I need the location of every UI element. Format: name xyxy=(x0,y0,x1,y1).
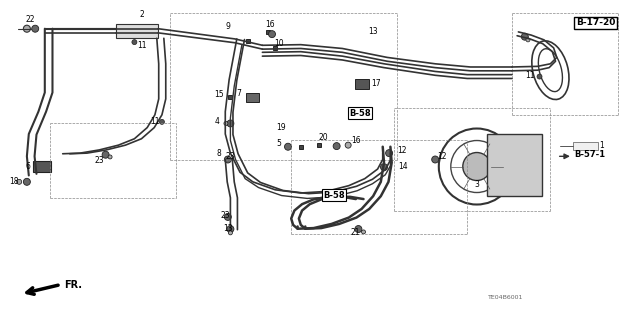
Text: 13: 13 xyxy=(223,224,232,233)
Bar xyxy=(299,145,303,149)
Circle shape xyxy=(108,155,112,159)
Text: 11: 11 xyxy=(150,117,160,126)
Bar xyxy=(317,143,321,147)
Text: 5: 5 xyxy=(276,139,282,148)
Circle shape xyxy=(24,25,30,32)
Text: TE04B6001: TE04B6001 xyxy=(488,295,524,300)
Bar xyxy=(355,79,369,89)
Text: 12: 12 xyxy=(437,152,447,161)
Circle shape xyxy=(269,31,275,38)
Circle shape xyxy=(537,74,542,79)
Text: FR.: FR. xyxy=(64,279,82,290)
Text: 23: 23 xyxy=(95,156,104,165)
Text: 17: 17 xyxy=(371,79,381,88)
Text: 8: 8 xyxy=(216,149,221,158)
Bar xyxy=(42,165,45,168)
Circle shape xyxy=(224,122,228,125)
Text: 14: 14 xyxy=(398,162,408,171)
Circle shape xyxy=(225,156,231,163)
Text: 4: 4 xyxy=(214,117,220,126)
Text: B-58: B-58 xyxy=(323,191,345,200)
Bar xyxy=(246,93,259,102)
Circle shape xyxy=(386,150,392,157)
Circle shape xyxy=(102,151,109,158)
Bar xyxy=(246,40,250,43)
Circle shape xyxy=(228,231,232,235)
Text: 7: 7 xyxy=(237,89,242,98)
Text: 11: 11 xyxy=(138,41,147,50)
Circle shape xyxy=(159,119,164,124)
Text: 22: 22 xyxy=(26,15,35,24)
Circle shape xyxy=(355,226,362,233)
Bar xyxy=(487,134,542,196)
Text: 16: 16 xyxy=(266,20,275,29)
Text: 6: 6 xyxy=(26,162,31,171)
Circle shape xyxy=(381,164,387,171)
Text: 23: 23 xyxy=(221,211,230,220)
Text: B-58: B-58 xyxy=(349,109,371,118)
Circle shape xyxy=(345,142,351,148)
Text: 21: 21 xyxy=(351,228,360,237)
Circle shape xyxy=(285,143,291,150)
Circle shape xyxy=(32,25,38,32)
Text: 1: 1 xyxy=(600,141,604,150)
Text: B-57-1: B-57-1 xyxy=(575,150,606,159)
Text: 18: 18 xyxy=(10,177,19,186)
Circle shape xyxy=(522,33,528,40)
Text: B-17-20: B-17-20 xyxy=(576,19,616,27)
Bar xyxy=(273,47,277,50)
Text: 12: 12 xyxy=(397,146,406,155)
Circle shape xyxy=(362,230,365,234)
Text: 13: 13 xyxy=(369,27,378,36)
Bar xyxy=(573,142,598,150)
Text: 19: 19 xyxy=(276,123,286,132)
Text: 2: 2 xyxy=(140,10,144,19)
Circle shape xyxy=(225,213,231,220)
Circle shape xyxy=(24,178,30,185)
Bar xyxy=(33,161,51,172)
Text: 10: 10 xyxy=(274,39,284,48)
Text: 15: 15 xyxy=(214,90,224,99)
Text: 9: 9 xyxy=(225,22,230,31)
Circle shape xyxy=(463,152,491,181)
Circle shape xyxy=(17,179,22,184)
Text: 11: 11 xyxy=(525,71,534,80)
Circle shape xyxy=(227,120,234,127)
Circle shape xyxy=(432,156,438,163)
Bar xyxy=(249,95,253,99)
Circle shape xyxy=(526,38,530,42)
Circle shape xyxy=(227,226,234,233)
Circle shape xyxy=(333,143,340,150)
Text: 3: 3 xyxy=(475,180,480,189)
Bar xyxy=(116,24,158,38)
Text: 23: 23 xyxy=(225,152,235,161)
Bar xyxy=(228,95,232,99)
Text: 16: 16 xyxy=(351,137,360,145)
Text: 20: 20 xyxy=(319,133,328,142)
Bar xyxy=(266,30,269,34)
Circle shape xyxy=(132,40,137,45)
